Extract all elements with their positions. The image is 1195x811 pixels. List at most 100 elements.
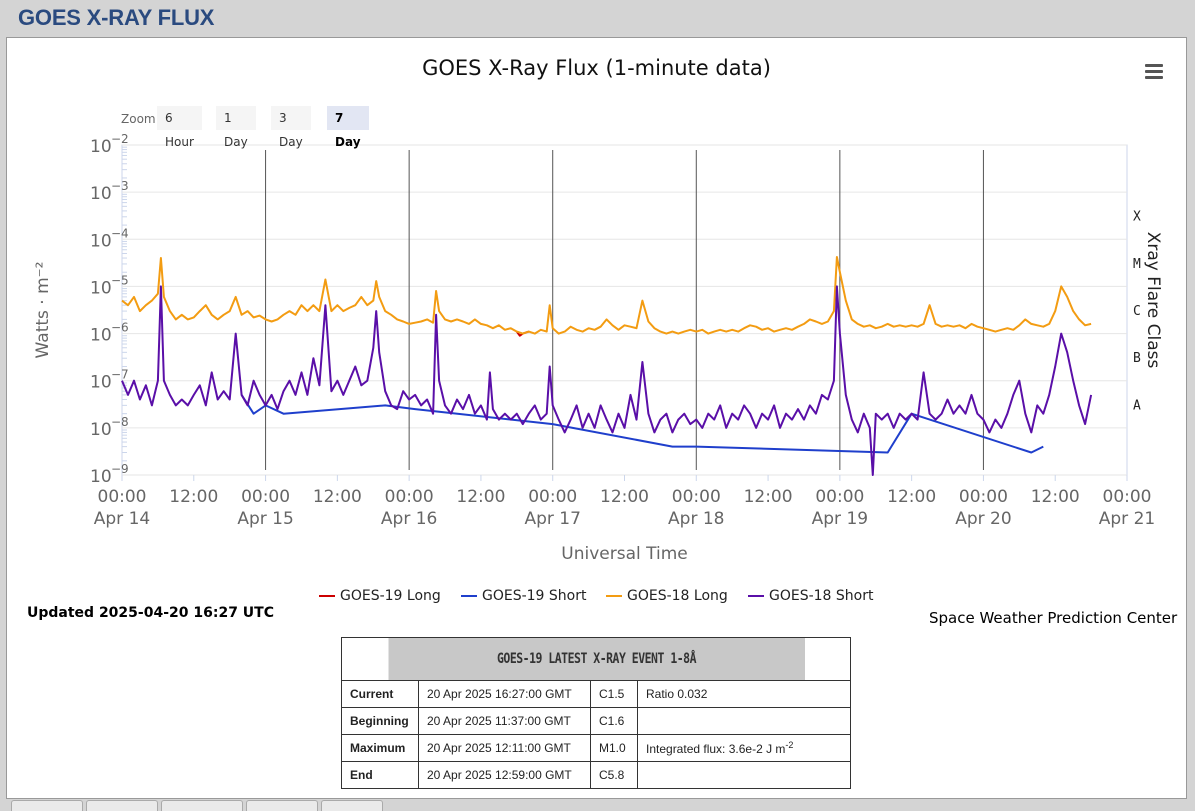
legend-swatch	[319, 595, 335, 597]
chart-title: GOES X-Ray Flux (1-minute data)	[422, 56, 771, 80]
chart-menu-icon[interactable]	[1145, 64, 1163, 80]
bottom-tab[interactable]	[161, 800, 243, 811]
y2-axis-title: Xray Flare Class	[1143, 232, 1163, 369]
y-tick-exponent: −3	[111, 179, 129, 193]
legend-goes19-short[interactable]: GOES-19 Short	[461, 588, 587, 604]
zoom-3-day-button[interactable]: 3 Day	[271, 106, 311, 149]
legend-swatch	[606, 595, 622, 597]
updated-timestamp: Updated 2025-04-20 16:27 UTC	[27, 605, 274, 621]
y-tick-label: 10	[90, 231, 112, 251]
bottom-tab[interactable]	[246, 800, 318, 811]
latest-event-table: GOES-19 LATEST X-RAY EVENT 1-8Å Current …	[341, 637, 851, 789]
x-tick-time: 12:00	[456, 487, 505, 507]
x-tick-time: 00:00	[815, 487, 864, 507]
plot-area	[121, 144, 1128, 476]
row-extra	[637, 761, 851, 789]
zoom-7-day-button[interactable]: 7 Day	[327, 106, 369, 149]
x-tick-time: 12:00	[1031, 487, 1080, 507]
legend-goes19-long[interactable]: GOES-19 Long	[319, 588, 441, 604]
row-class: M1.0	[590, 734, 638, 762]
legend-label: GOES-19 Short	[482, 588, 587, 604]
table-row: Maximum 20 Apr 2025 12:11:00 GMT M1.0 In…	[341, 734, 851, 762]
y-tick-exponent: −7	[111, 368, 129, 382]
flare-class-label: B	[1133, 351, 1141, 366]
table-row: End 20 Apr 2025 12:59:00 GMT C5.8	[341, 761, 851, 789]
y-axis-title: Watts · m⁻²	[33, 262, 53, 359]
flare-class-label: M	[1133, 257, 1141, 272]
y-tick-label: 10	[90, 467, 112, 487]
x-tick-time: 00:00	[959, 487, 1008, 507]
legend-label: GOES-18 Long	[627, 588, 728, 604]
legend-label: GOES-18 Short	[769, 588, 874, 604]
event-table-title: GOES-19 LATEST X-RAY EVENT 1-8Å	[386, 637, 806, 681]
legend-goes18-long[interactable]: GOES-18 Long	[606, 588, 728, 604]
row-class: C1.5	[590, 680, 638, 708]
chart-panel: 10 −9 10 −8 10 −7 10 −6 10 −5 10 −4 10 −3 10 −2 00:00 Apr…	[6, 37, 1187, 799]
x-tick-date: Apr 16	[381, 509, 437, 529]
x-tick-time: 00:00	[98, 487, 147, 507]
x-tick-date: Apr 18	[668, 509, 724, 529]
series-line-goes-18-short	[121, 285, 1093, 476]
bottom-tab[interactable]	[321, 800, 383, 811]
x-tick-time: 12:00	[744, 487, 793, 507]
zoom-6-hour-button[interactable]: 6 Hour	[157, 106, 202, 149]
row-time: 20 Apr 2025 16:27:00 GMT	[418, 680, 591, 708]
bottom-tab[interactable]	[11, 800, 83, 811]
y-tick-exponent: −6	[111, 321, 129, 335]
flare-class-label: A	[1133, 398, 1141, 413]
row-class: C5.8	[590, 761, 638, 789]
x-tick-date: Apr 20	[955, 509, 1011, 529]
row-extra	[637, 707, 851, 735]
bottom-tab[interactable]	[86, 800, 158, 811]
zoom-1-day-button[interactable]: 1 Day	[216, 106, 256, 149]
chart-svg: 10−910−810−710−610−510−410−310 −200:00Apr…	[33, 132, 1163, 564]
x-tick-date: Apr 17	[524, 509, 580, 529]
x-tick-time: 00:00	[1103, 487, 1152, 507]
flare-class-label: X	[1133, 210, 1141, 225]
x-tick-time: 12:00	[887, 487, 936, 507]
row-time: 20 Apr 2025 12:11:00 GMT	[418, 734, 591, 762]
bottom-tabs	[6, 800, 1185, 811]
integrated-flux-text: Integrated flux: 3.6e-2 J m	[646, 742, 786, 756]
legend-label: GOES-19 Long	[340, 588, 441, 604]
row-time: 20 Apr 2025 12:59:00 GMT	[418, 761, 591, 789]
table-row: Current 20 Apr 2025 16:27:00 GMT C1.5 Ra…	[341, 680, 851, 708]
legend-goes18-short[interactable]: GOES-18 Short	[748, 588, 874, 604]
x-tick-time: 12:00	[169, 487, 218, 507]
y-tick-exponent: −8	[111, 415, 129, 429]
flare-class-label: C	[1133, 304, 1141, 319]
x-tick-date: Apr 19	[812, 509, 868, 529]
y-tick-exponent: −5	[111, 273, 129, 287]
y-tick-exponent: −9	[111, 462, 129, 476]
credit-text: Space Weather Prediction Center	[929, 609, 1178, 627]
page-title: GOES X-RAY FLUX	[18, 5, 215, 30]
integrated-flux-exp: -2	[785, 740, 794, 750]
x-tick-date: Apr 15	[237, 509, 293, 529]
legend-swatch	[748, 595, 764, 597]
series-line-goes-18-long	[121, 256, 1092, 335]
x-tick-date: Apr 14	[94, 509, 150, 529]
row-extra: Ratio 0.032	[637, 680, 851, 708]
row-label: Maximum	[341, 734, 419, 762]
zoom-label: Zoom	[121, 112, 156, 126]
y-tick-exponent: −2	[111, 132, 129, 146]
row-label: Beginning	[341, 707, 419, 735]
row-time: 20 Apr 2025 11:37:00 GMT	[418, 707, 591, 735]
row-label: End	[341, 761, 419, 789]
y-tick-label: 10	[90, 373, 112, 393]
page-header: GOES X-RAY FLUX	[0, 0, 1195, 37]
y-tick-label: 10	[90, 326, 112, 346]
y-tick-label: 10	[90, 278, 112, 298]
x-tick-time: 00:00	[672, 487, 721, 507]
row-extra: Integrated flux: 3.6e-2 J m-2	[637, 734, 851, 762]
row-label: Current	[341, 680, 419, 708]
x-tick-time: 00:00	[241, 487, 290, 507]
x-tick-time: 00:00	[385, 487, 434, 507]
x-tick-date: Apr 21	[1099, 509, 1155, 529]
x-tick-time: 00:00	[528, 487, 577, 507]
row-class: C1.6	[590, 707, 638, 735]
y-tick-label: 10	[90, 137, 112, 157]
y-tick-exponent: −4	[111, 226, 129, 240]
x-tick-time: 12:00	[600, 487, 649, 507]
x-tick-time: 12:00	[313, 487, 362, 507]
